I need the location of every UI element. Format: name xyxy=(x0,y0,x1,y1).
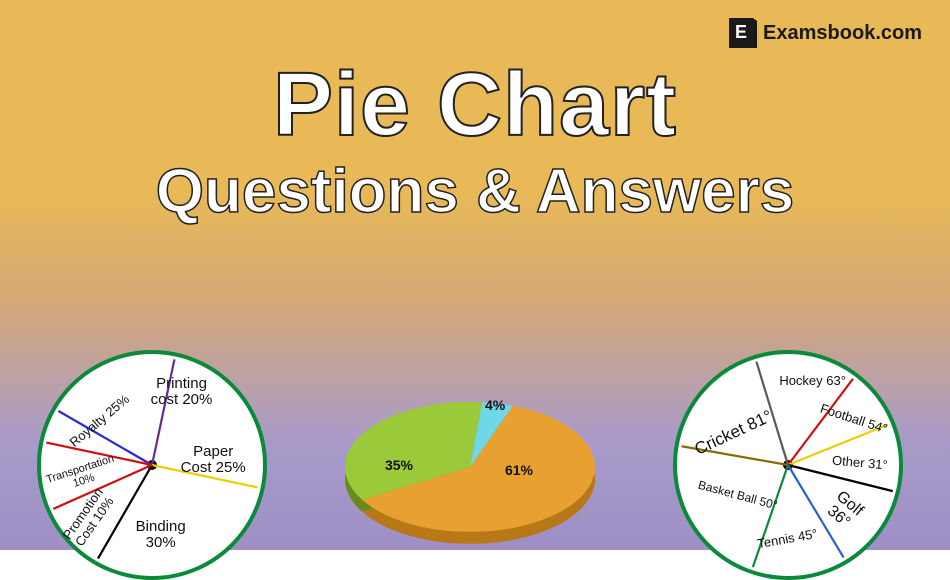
slice-label: 61% xyxy=(505,462,533,478)
book-icon xyxy=(729,18,757,48)
pie-center-wrap: 61% 35% 4% xyxy=(340,390,600,570)
charts-row: Printing cost 20% Paper Cost 25% Binding 3… xyxy=(0,300,950,550)
slice-label: Hockey 63° xyxy=(779,374,846,388)
slice-label: 4% xyxy=(485,397,505,413)
pie-left-wrap: Printing cost 20% Paper Cost 25% Binding 3… xyxy=(37,350,267,550)
logo: Examsbook.com xyxy=(729,18,922,48)
slice-label: Binding 30% xyxy=(136,519,186,551)
title-sub: Questions & Answers xyxy=(0,158,950,226)
pie-right-wrap: Hockey 63°Football 54°Other 31°Golf 36°T… xyxy=(673,350,913,550)
pie-chart-3d: 61%35%4% xyxy=(345,402,595,544)
pie-chart-costs: Printing cost 20% Paper Cost 25% Binding 3… xyxy=(37,350,267,580)
page-title: Pie Chart Questions & Answers xyxy=(0,60,950,226)
slice-label: Printing cost 20% xyxy=(151,376,213,408)
logo-text: Examsbook.com xyxy=(763,22,922,45)
slice-label: Paper Cost 25% xyxy=(181,444,246,476)
slice-label: 35% xyxy=(385,457,413,473)
pie-chart-sports: Hockey 63°Football 54°Other 31°Golf 36°T… xyxy=(673,350,903,580)
title-main: Pie Chart xyxy=(0,60,950,150)
